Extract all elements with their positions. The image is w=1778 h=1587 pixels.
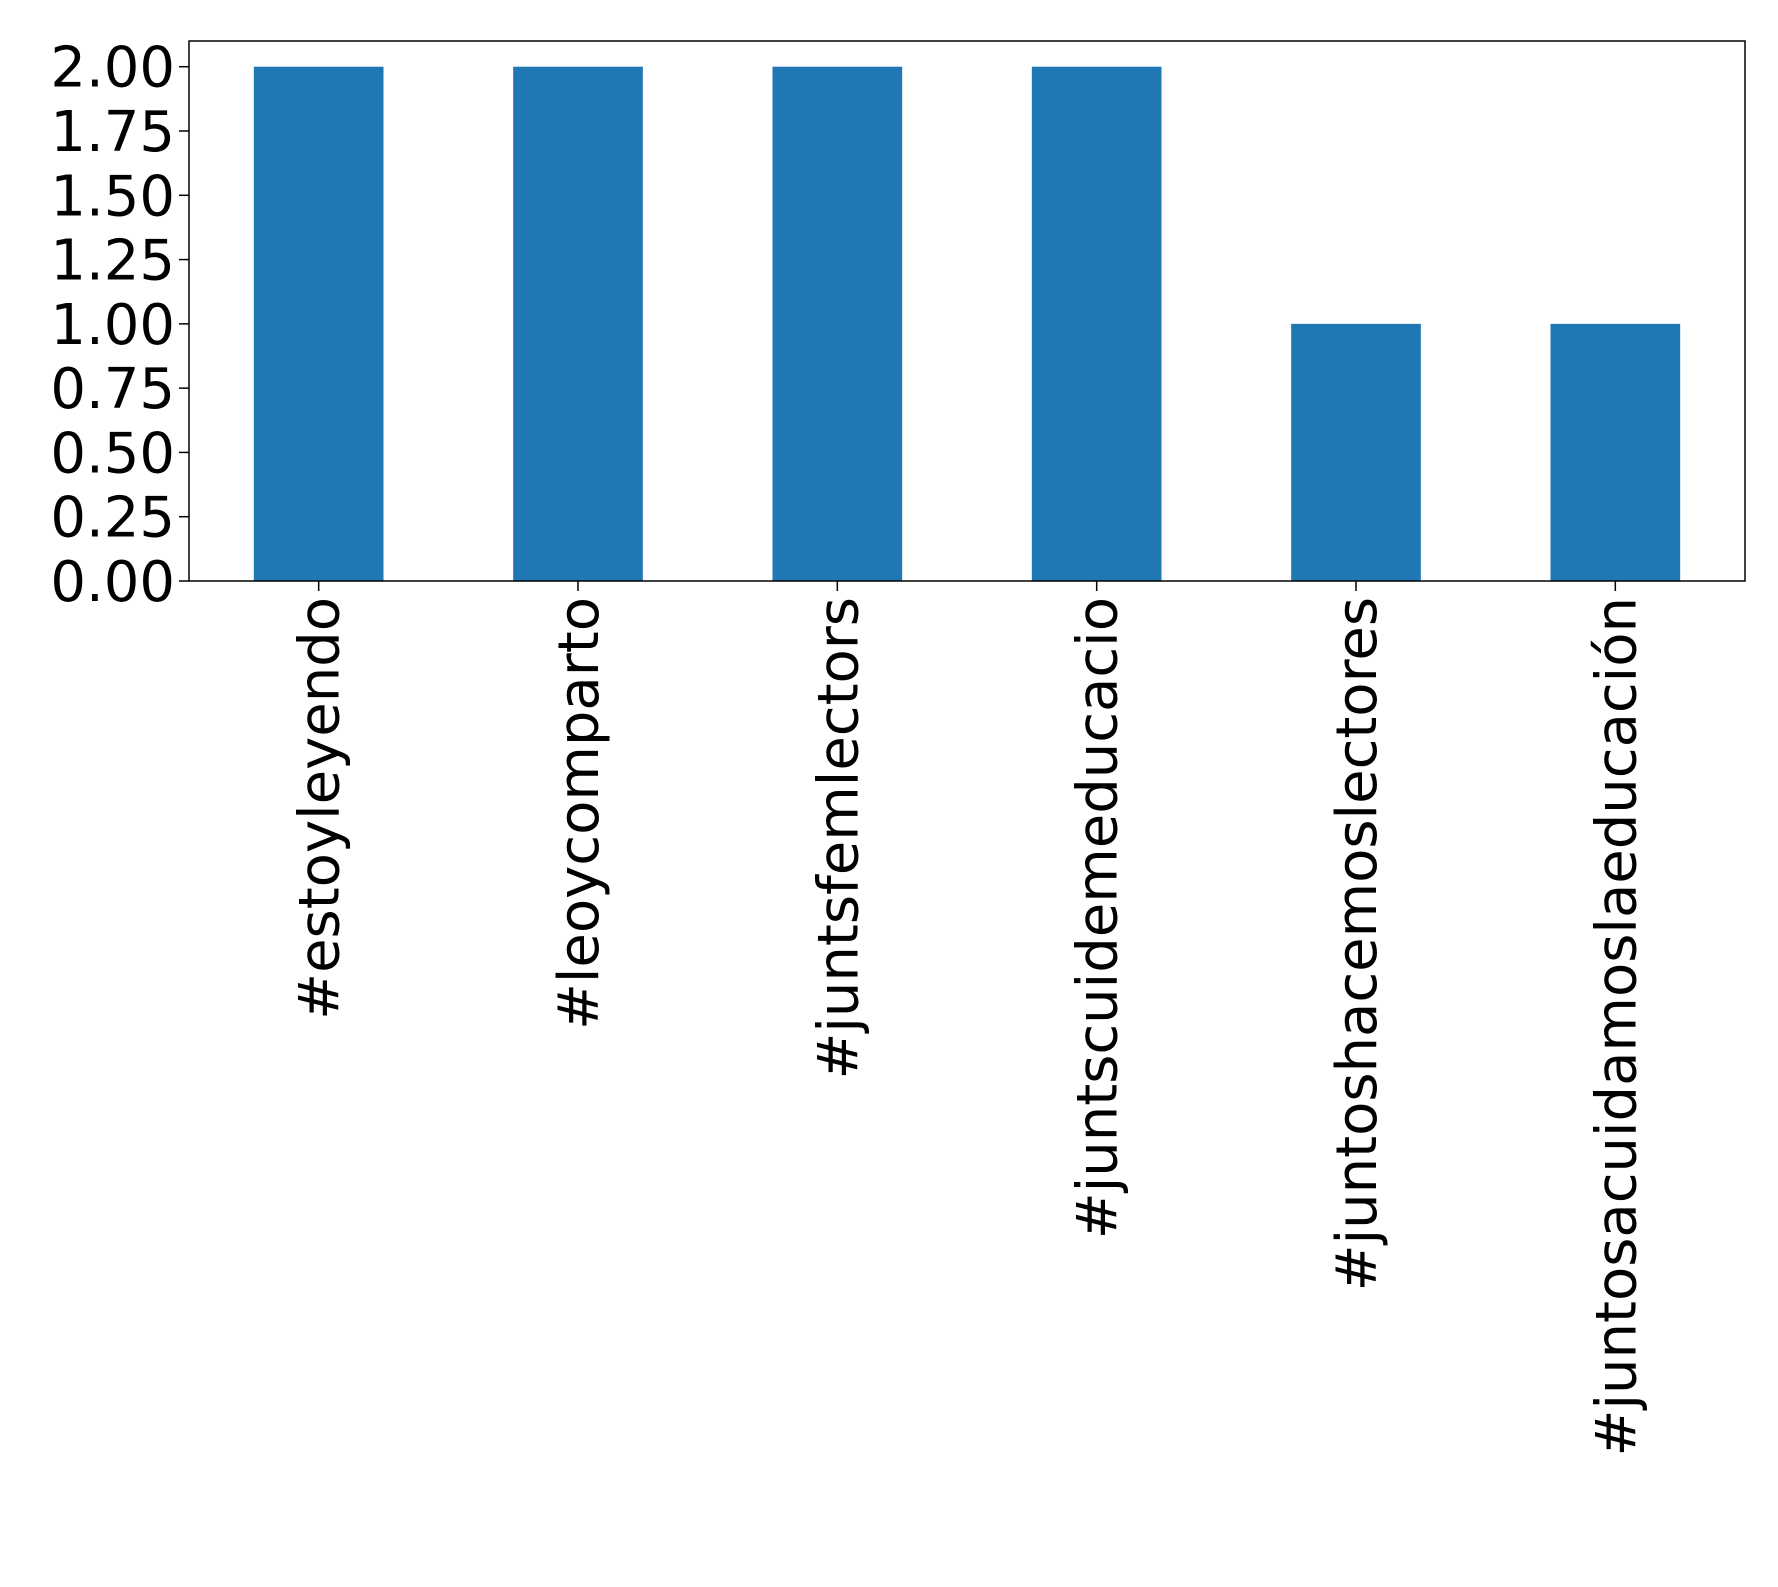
bars-group <box>253 66 1681 581</box>
x-axis: #estoyleyendo #leoycomparto #juntsfemlecto… <box>288 581 1649 1456</box>
bar-3 <box>1031 66 1162 581</box>
x-tick-label: #juntscuidemeducacio <box>1066 597 1131 1239</box>
bar-2 <box>772 66 903 581</box>
x-tick-label: #juntosacuidamoslaeducación <box>1584 597 1649 1456</box>
y-tick-label: 0.50 <box>50 421 175 486</box>
bar-1 <box>513 66 643 581</box>
y-tick-label: 1.75 <box>50 100 175 165</box>
y-tick-label: 0.00 <box>50 550 175 615</box>
y-tick-label: 0.75 <box>50 357 175 422</box>
y-axis: 0.000.250.500.751.001.251.501.752.00 <box>50 36 189 615</box>
x-tick-label: #juntoshacemoslectores <box>1325 597 1390 1291</box>
bar-4 <box>1291 323 1421 581</box>
y-tick-label: 0.25 <box>50 486 175 551</box>
bar-5 <box>1550 323 1681 581</box>
x-tick-label: #estoyleyendo <box>288 597 353 1020</box>
y-tick-label: 1.25 <box>50 229 175 294</box>
y-tick-label: 1.50 <box>50 164 175 229</box>
x-tick-label: #leoycomparto <box>547 597 612 1030</box>
y-tick-label: 2.00 <box>50 36 175 101</box>
plot-area-frame <box>188 40 1746 582</box>
bar-0 <box>253 66 384 581</box>
x-tick-label: #juntsfemlectors <box>806 597 871 1080</box>
y-tick-label: 1.00 <box>50 293 175 358</box>
